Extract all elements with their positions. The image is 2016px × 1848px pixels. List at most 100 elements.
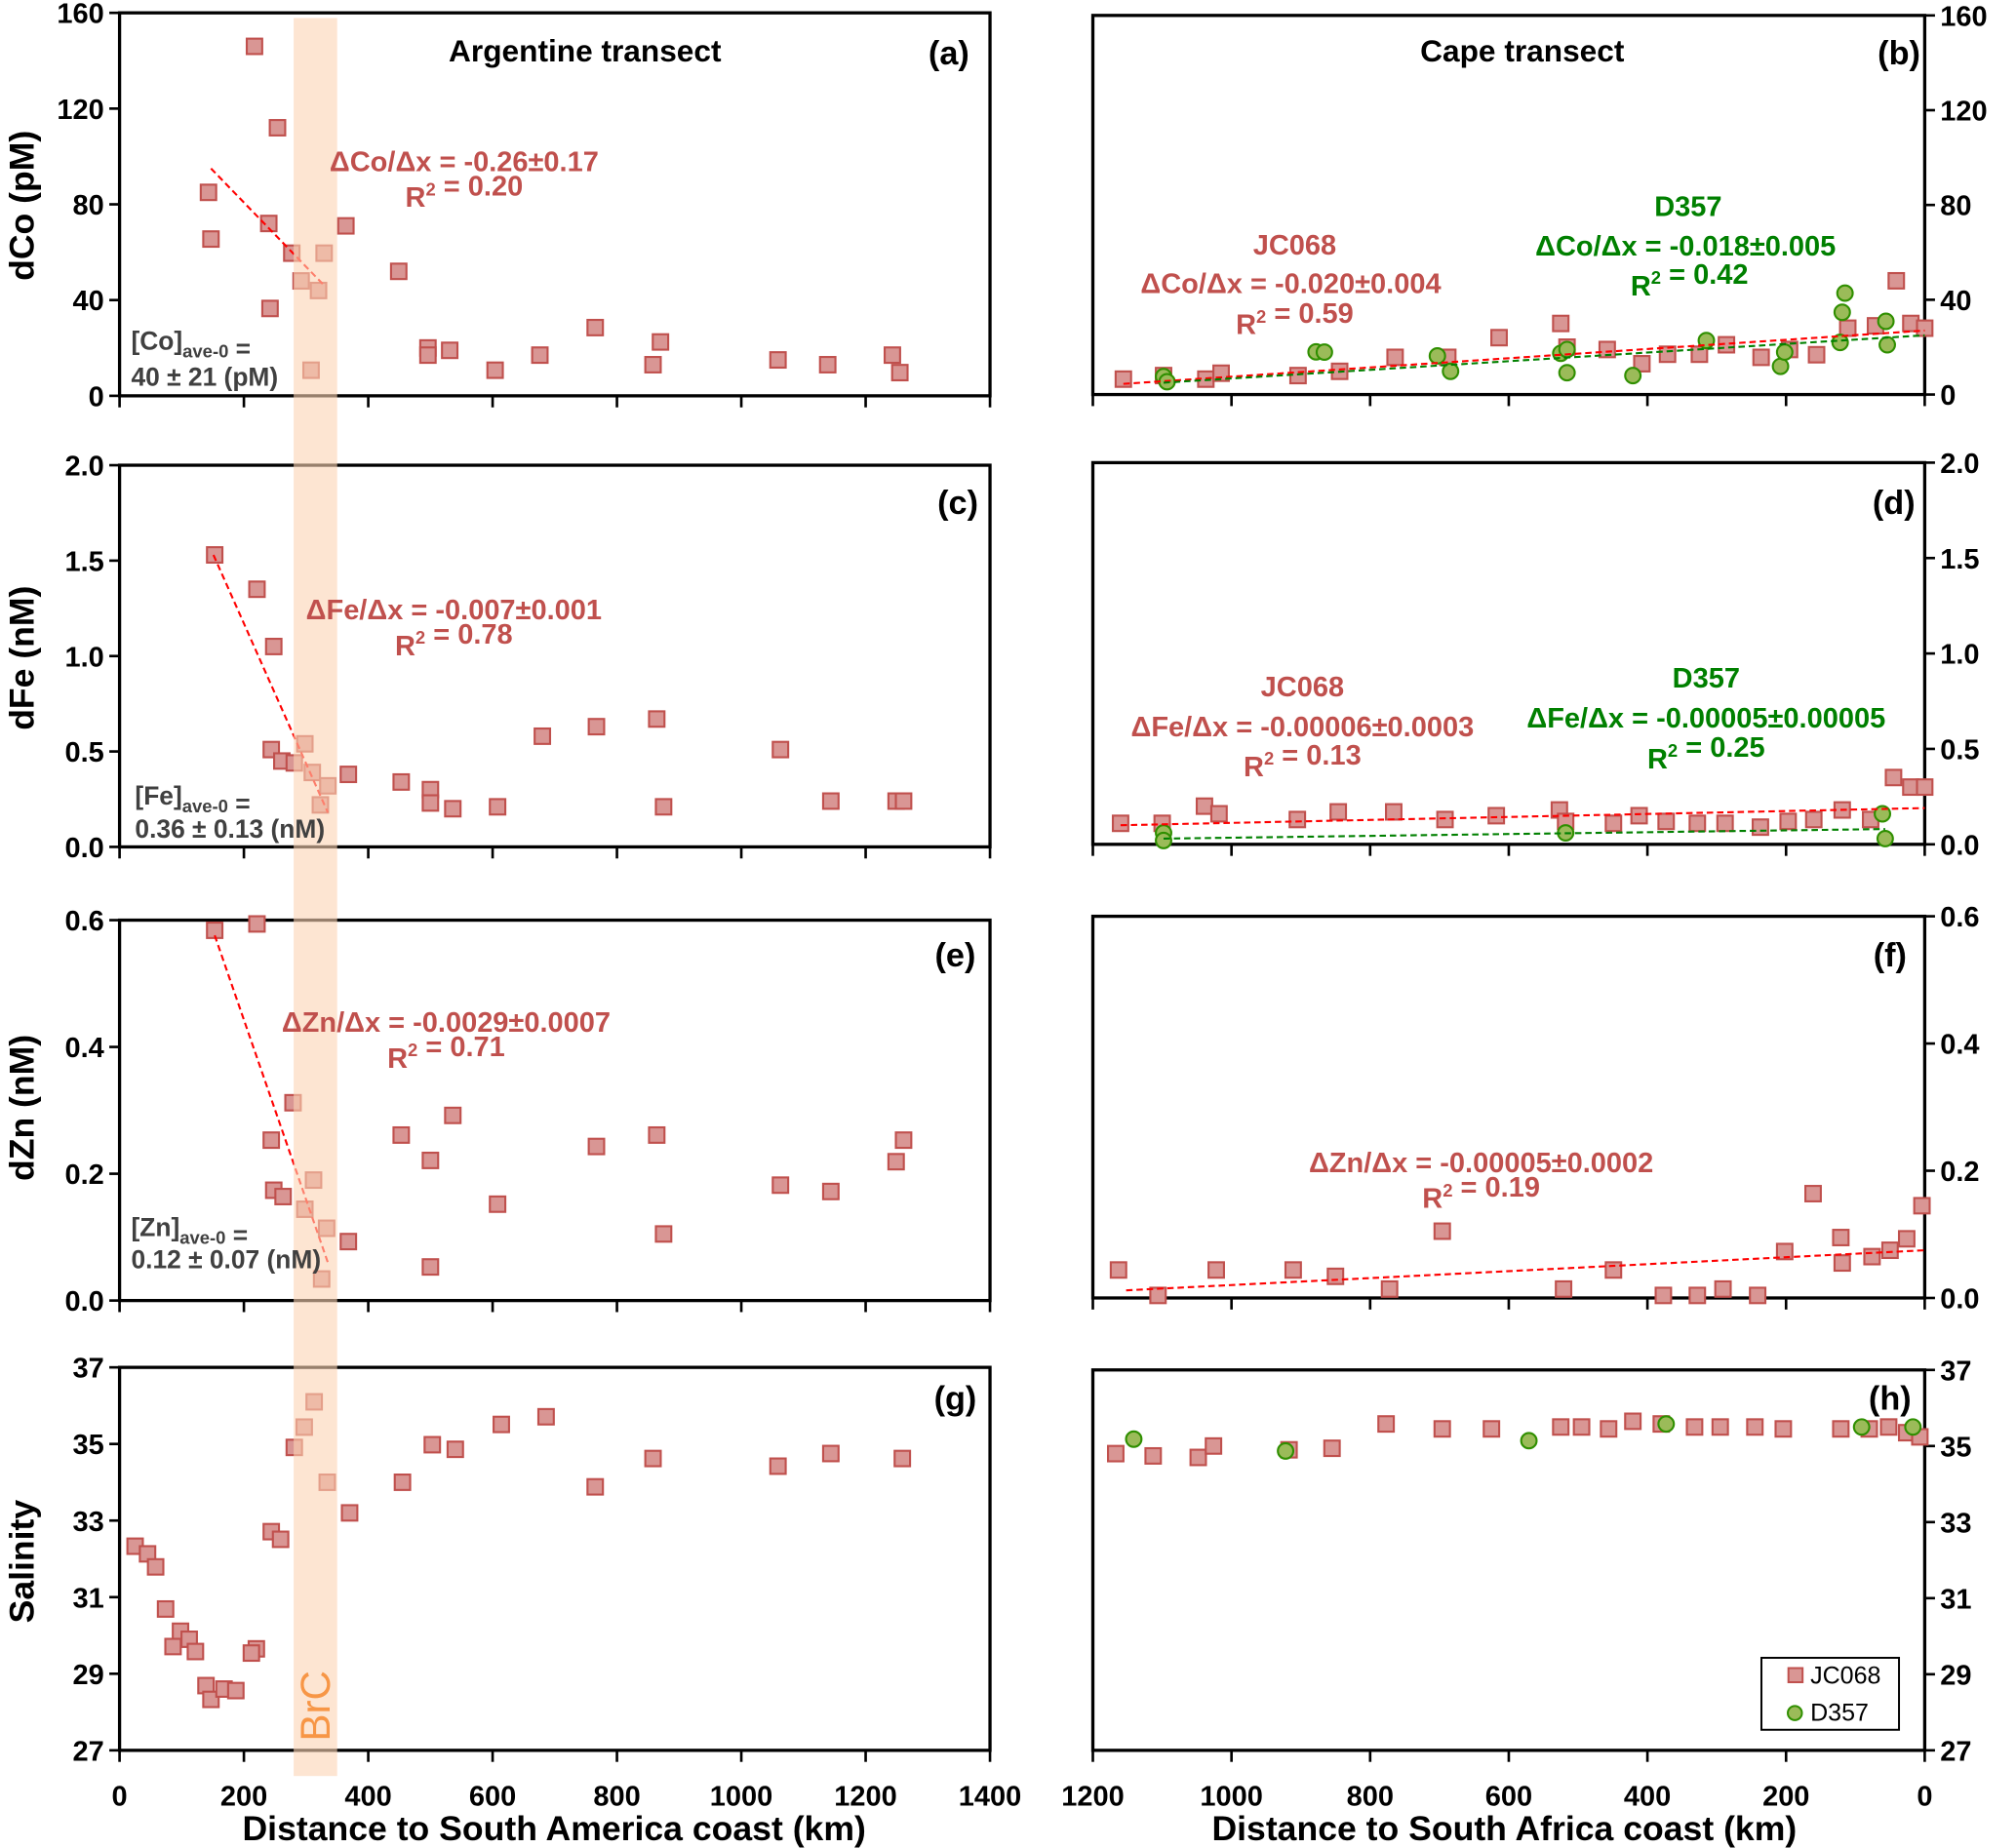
y-tick-label: 33 (1940, 1508, 1971, 1539)
data-point-jc068 (446, 1440, 464, 1459)
data-point-jc068 (271, 1530, 290, 1549)
y-tick-label: 1.0 (1940, 640, 1979, 671)
annotation: 40 ± 21 (pM) (131, 362, 278, 391)
data-point-jc068 (586, 318, 605, 336)
annotation: R2 = 0.78 (395, 619, 513, 662)
data-point-jc068 (1804, 810, 1823, 829)
data-point-jc068 (1897, 1230, 1916, 1248)
data-point-jc068 (264, 637, 283, 655)
data-point-d357 (1904, 1418, 1922, 1436)
y-tick-label: 37 (1940, 1356, 1971, 1387)
data-point-jc068 (1323, 1439, 1341, 1458)
y-tick-label: 1.5 (1940, 544, 1979, 575)
x-tick-label: 1000 (710, 1782, 772, 1813)
data-point-jc068 (336, 216, 355, 235)
data-point-jc068 (339, 766, 358, 784)
data-point-jc068 (226, 1681, 245, 1700)
x-tick-label: 400 (344, 1782, 391, 1813)
annotation-part: 0.12 ± 0.07 (nM) (131, 1245, 321, 1275)
data-point-d357 (1874, 805, 1892, 823)
data-point-jc068 (1144, 1446, 1163, 1465)
annotation-part: = 0.25 (1678, 732, 1764, 764)
data-point-jc068 (1832, 1420, 1850, 1438)
panel-label: (c) (937, 485, 978, 522)
x-tick-label: 600 (1485, 1782, 1532, 1813)
data-point-jc068 (1774, 1420, 1793, 1438)
annotation-part: [Fe] (135, 781, 181, 810)
x-tick-label: 1200 (834, 1782, 896, 1813)
y-tick-label: 27 (73, 1736, 104, 1767)
y-tick-label: 27 (1940, 1736, 1971, 1767)
data-point-jc068 (1714, 1279, 1732, 1298)
data-point-jc068 (1209, 805, 1228, 823)
data-point-jc068 (259, 215, 278, 233)
annotation: R2 = 0.19 (1422, 1172, 1540, 1215)
annotation-part: ΔCo/Δx = -0.020±0.004 (1140, 268, 1441, 299)
data-point-jc068 (1600, 1420, 1618, 1438)
x-tick-label: 1200 (1061, 1782, 1124, 1813)
annotation-part: R (1244, 752, 1264, 783)
data-point-jc068 (393, 1473, 412, 1491)
annotation: D357 (1673, 663, 1740, 694)
data-point-jc068 (421, 1258, 440, 1277)
brc-band (294, 18, 337, 1777)
annotation-part: JC068 (1253, 230, 1336, 261)
data-point-jc068 (1779, 812, 1798, 831)
annotation-part: 40 ± 21 (pM) (131, 362, 278, 391)
trendline-jc068 (1123, 329, 1925, 385)
data-point-d357 (1442, 362, 1460, 380)
trendline-d357 (1163, 334, 1925, 384)
y-tick-label: 1.5 (64, 546, 103, 577)
y-tick-label: 29 (73, 1660, 104, 1691)
x-tick-label: 200 (1762, 1782, 1809, 1813)
panel-label: (h) (1869, 1381, 1912, 1418)
annotation-part: R (1647, 744, 1668, 775)
data-point-jc068 (1916, 778, 1934, 797)
y-tick-label: 29 (1940, 1660, 1971, 1691)
data-point-jc068 (1288, 810, 1307, 829)
data-point-jc068 (242, 1644, 260, 1663)
data-point-jc068 (1688, 1286, 1707, 1305)
data-point-jc068 (262, 1131, 281, 1150)
annotation: [Co]ave-0 = (131, 326, 251, 363)
y-tick-label: 120 (57, 95, 103, 126)
data-point-jc068 (1106, 1444, 1125, 1463)
data-point-jc068 (644, 356, 662, 374)
data-point-jc068 (821, 1444, 840, 1463)
annotation: ΔZn/Δx = -0.0029±0.0007 (282, 1007, 611, 1039)
data-point-jc068 (1284, 1261, 1302, 1279)
y-tick-label: 0.0 (1940, 1284, 1979, 1316)
data-point-jc068 (392, 772, 411, 791)
y-tick-label: 0.2 (64, 1160, 103, 1191)
data-point-jc068 (1833, 1254, 1851, 1273)
data-point-jc068 (1433, 1222, 1451, 1240)
data-point-jc068 (587, 1137, 606, 1156)
data-point-jc068 (1884, 768, 1903, 787)
data-point-d357 (1277, 1441, 1295, 1460)
brc-band-label: BrC (293, 1671, 338, 1742)
annotation-part: R (406, 182, 426, 214)
annotation-part: ΔFe/Δx = -0.00005±0.00005 (1526, 703, 1885, 734)
data-point-jc068 (1436, 810, 1454, 829)
data-point-jc068 (441, 341, 459, 360)
data-point-jc068 (894, 1131, 913, 1150)
y-tick-label: 120 (1940, 97, 1987, 128)
data-point-jc068 (771, 1176, 790, 1195)
annotation-part: R (1631, 271, 1651, 302)
annotation: D357 (1654, 191, 1721, 222)
data-point-jc068 (769, 351, 787, 370)
data-point-jc068 (1838, 319, 1857, 337)
annotation: 0.36 ± 0.13 (nM) (135, 814, 325, 844)
legend-square-icon (1787, 1667, 1804, 1683)
y-tick-label: 0 (89, 381, 104, 413)
y-tick-label: 80 (1940, 191, 1971, 222)
data-point-jc068 (769, 1457, 787, 1475)
data-point-d357 (1315, 343, 1333, 362)
y-tick-label: 0 (1940, 380, 1956, 412)
data-point-jc068 (444, 800, 462, 818)
data-point-jc068 (444, 1106, 462, 1124)
data-point-jc068 (1913, 1197, 1931, 1215)
data-point-jc068 (821, 792, 840, 810)
y-tick-label: 0.2 (1940, 1157, 1979, 1188)
